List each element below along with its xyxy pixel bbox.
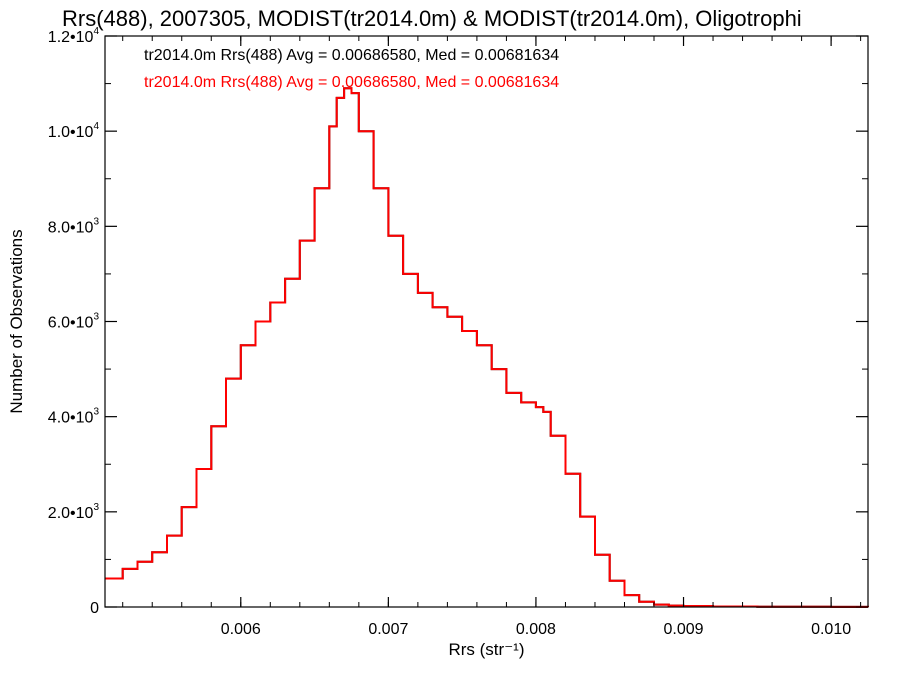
series-layer [105,87,869,608]
plot-frame [104,35,869,608]
y-axis-label: Number of Observations [7,229,26,413]
series-line-1 [105,87,869,608]
legend-entry-2: tr2014.0m Rrs(488) Avg = 0.00686580, Med… [144,74,559,91]
legend-entry-1: tr2014.0m Rrs(488) Avg = 0.00686580, Med… [144,47,559,64]
y-axis: 0 2.0•103 4.0•103 6.0•103 8.0•103 1.0•104 1.2•… [48,26,868,617]
x-axis-label: Rrs (str⁻¹) [448,640,524,659]
y-tick-label-6: 1.0•104 [48,121,100,141]
x-tick-label-2: 0.007 [368,621,408,638]
x-axis: 0.006 0.007 0.008 0.009 0.010 [122,36,862,638]
y-tick-label-5: 8.0•103 [48,216,100,236]
legend: tr2014.0m Rrs(488) Avg = 0.00686580, Med… [144,47,559,91]
x-tick-label-5: 0.010 [811,621,851,638]
y-tick-label-1: 0 [90,600,99,617]
chart-title: Rrs(488), 2007305, MODIST(tr2014.0m) & M… [62,6,802,31]
y-tick-label-4: 6.0•103 [48,312,100,332]
x-tick-label-4: 0.009 [663,621,703,638]
y-tick-label-3: 4.0•103 [48,407,100,427]
series-line-2 [105,87,869,608]
x-tick-label-1: 0.006 [221,621,261,638]
y-tick-label-7: 1.2•104 [48,26,100,46]
y-tick-label-2: 2.0•103 [48,502,100,522]
x-tick-label-3: 0.008 [516,621,556,638]
